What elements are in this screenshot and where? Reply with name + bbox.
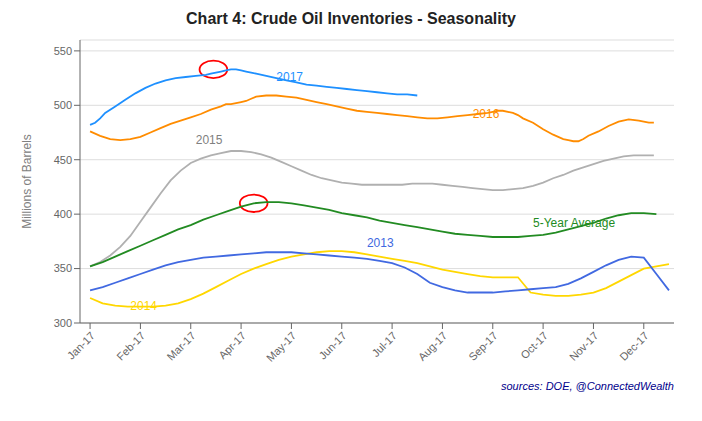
svg-text:Nov-17: Nov-17 <box>567 329 601 363</box>
svg-text:Jun-17: Jun-17 <box>316 329 348 361</box>
svg-text:Aug-17: Aug-17 <box>416 329 450 363</box>
svg-text:2017: 2017 <box>276 70 303 84</box>
svg-text:500: 500 <box>54 99 72 111</box>
svg-text:May-17: May-17 <box>264 329 298 363</box>
svg-text:350: 350 <box>54 262 72 274</box>
svg-text:300: 300 <box>54 317 72 329</box>
svg-text:5-Year Average: 5-Year Average <box>533 216 615 230</box>
svg-text:Mar-17: Mar-17 <box>165 329 198 362</box>
svg-text:400: 400 <box>54 208 72 220</box>
svg-text:2016: 2016 <box>473 107 500 121</box>
html-text:sources: DOE, @ConnectedWealth: sources: DOE, @ConnectedWealth <box>501 380 674 392</box>
svg-text:Feb-17: Feb-17 <box>114 329 147 362</box>
html-text:Chart 4: Crude Oil Inventories: Chart 4: Crude Oil Inventories - Seasona… <box>186 10 516 27</box>
svg-text:Jan-17: Jan-17 <box>65 329 97 361</box>
svg-text:450: 450 <box>54 154 72 166</box>
svg-text:Apr-17: Apr-17 <box>216 329 248 361</box>
svg-text:2013: 2013 <box>367 236 394 250</box>
svg-text:2015: 2015 <box>196 133 223 147</box>
svg-text:550: 550 <box>54 45 72 57</box>
svg-text:2014: 2014 <box>130 299 157 313</box>
svg-text:Jul-17: Jul-17 <box>369 329 399 359</box>
svg-text:Millions of Barrels: Millions of Barrels <box>20 134 34 229</box>
svg-text:Oct-17: Oct-17 <box>518 329 550 361</box>
svg-text:Dec-17: Dec-17 <box>617 329 651 363</box>
svg-text:Sep-17: Sep-17 <box>466 329 500 363</box>
